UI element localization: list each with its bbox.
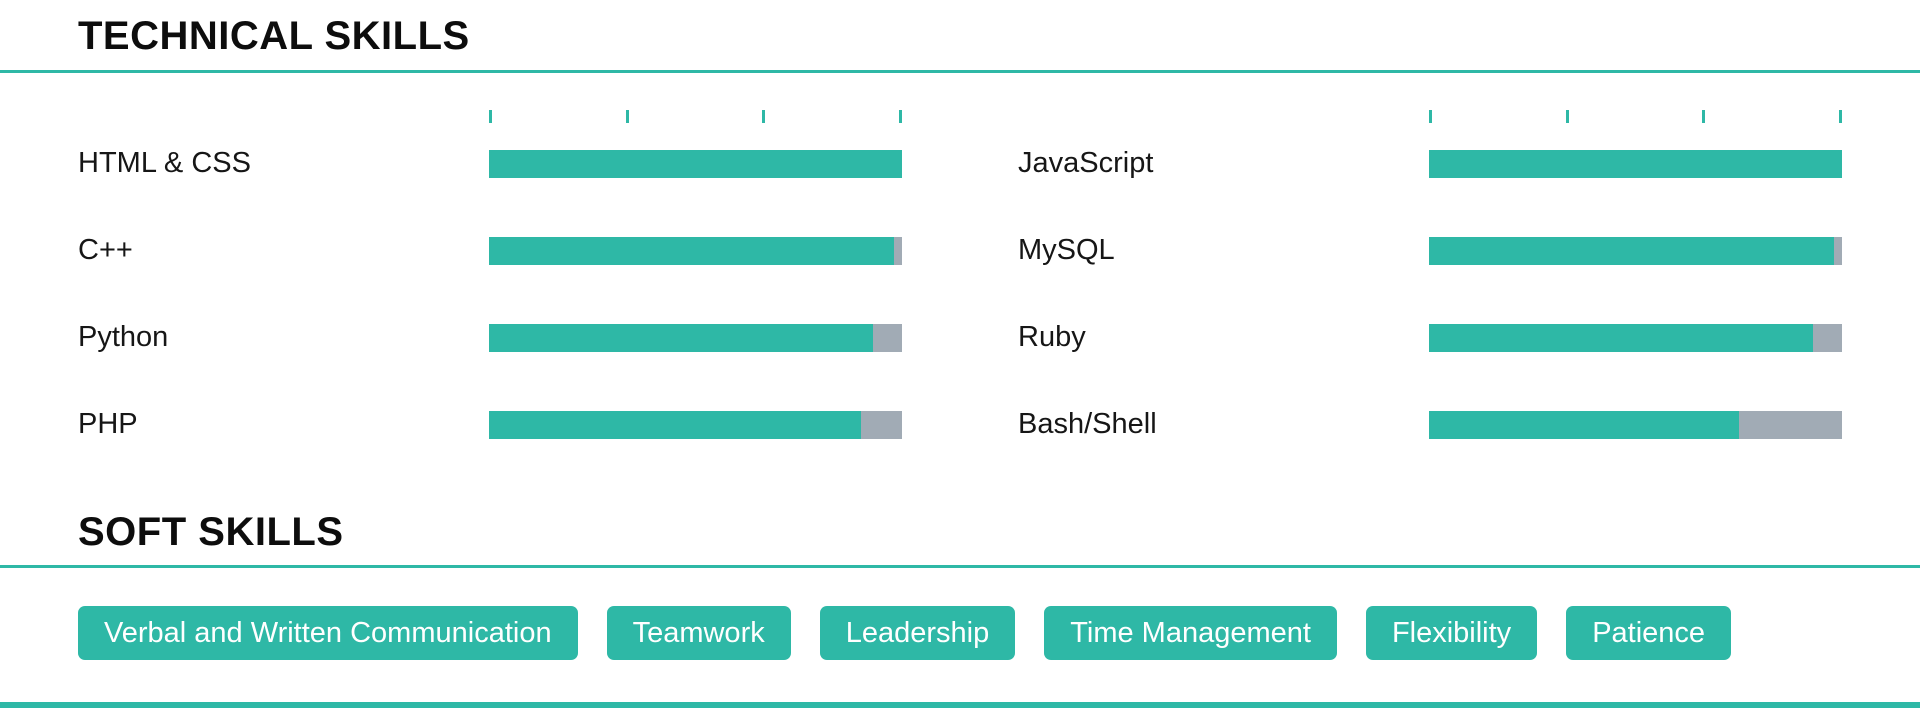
skill-label: JavaScript: [1018, 147, 1154, 179]
skill-bar-track: [489, 236, 902, 265]
tick-mark: [489, 110, 492, 123]
skill-bar-track: [1429, 410, 1842, 439]
tick-mark: [625, 110, 629, 123]
tick-mark: [1429, 110, 1432, 123]
resume-skills-page: TECHNICAL SKILLS HTML & CSS C++: [0, 16, 1920, 708]
technical-skills-section: TECHNICAL SKILLS HTML & CSS C++: [0, 14, 1920, 440]
soft-skills-heading: SOFT SKILLS: [78, 510, 344, 554]
skill-bar-fill: [489, 323, 874, 352]
skill-bar-fill: [489, 410, 861, 439]
skill-bar-fill: [489, 236, 894, 265]
skill-label: PHP: [78, 408, 138, 440]
skills-grid: HTML & CSS C++ Python: [0, 110, 1920, 440]
skill-bar-track: [1429, 323, 1842, 352]
section-rule: [0, 70, 1920, 73]
skill-row: Python: [78, 321, 902, 353]
tick-mark: [1838, 110, 1842, 123]
skill-row: Ruby: [1018, 321, 1842, 353]
skill-bar-fill: [1429, 149, 1842, 178]
skill-bar-track: [1429, 149, 1842, 178]
skill-tag: Leadership: [819, 606, 1016, 660]
skill-tag: Patience: [1566, 606, 1732, 660]
skill-label: Bash/Shell: [1018, 408, 1157, 440]
skill-bar-fill: [1429, 410, 1739, 439]
skill-row: JavaScript: [1018, 147, 1842, 179]
skill-row: PHP: [78, 408, 902, 440]
skill-label: C++: [78, 234, 133, 266]
skill-bar-track: [489, 323, 902, 352]
skills-column-left: HTML & CSS C++ Python: [78, 110, 902, 440]
skill-tag: Time Management: [1044, 606, 1337, 660]
tick-mark: [762, 110, 766, 123]
soft-skills-section: SOFT SKILLS Verbal and Written Communica…: [0, 512, 1920, 660]
scale-ticks: [1429, 110, 1842, 123]
tick-mark: [898, 110, 902, 123]
skill-bar-track: [1429, 236, 1842, 265]
skill-tag: Verbal and Written Communication: [78, 606, 578, 660]
skill-row: C++: [78, 234, 902, 266]
skill-row: HTML & CSS: [78, 147, 902, 179]
skill-bar-track: [489, 410, 902, 439]
soft-skill-tags: Verbal and Written Communication Teamwor…: [0, 606, 1920, 660]
skill-bar-fill: [1429, 323, 1814, 352]
skill-row: Bash/Shell: [1018, 408, 1842, 440]
skill-bar-track: [489, 149, 902, 178]
skill-bar-fill: [1429, 236, 1834, 265]
skill-row: MySQL: [1018, 234, 1842, 266]
tick-mark: [1702, 110, 1706, 123]
skill-bar-fill: [489, 149, 902, 178]
skills-column-right: JavaScript MySQL Ruby: [1018, 110, 1842, 440]
bottom-section-rule: [0, 702, 1920, 708]
scale-ticks: [489, 110, 902, 123]
section-rule: [0, 565, 1920, 568]
technical-skills-heading: TECHNICAL SKILLS: [78, 14, 470, 58]
skill-label: MySQL: [1018, 234, 1115, 266]
tick-mark: [1565, 110, 1569, 123]
skill-label: HTML & CSS: [78, 147, 251, 179]
skill-tag: Teamwork: [606, 606, 791, 660]
skill-label: Ruby: [1018, 321, 1086, 353]
skill-tag: Flexibility: [1365, 606, 1538, 660]
skill-label: Python: [78, 321, 169, 353]
